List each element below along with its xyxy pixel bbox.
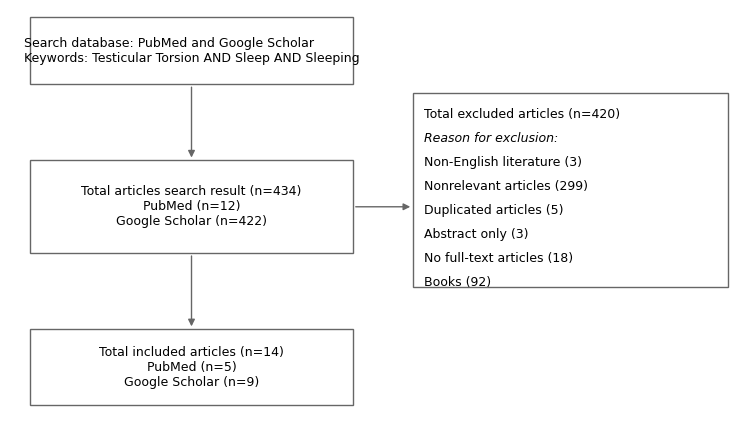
- Text: No full-text articles (18): No full-text articles (18): [424, 252, 574, 265]
- Text: Abstract only (3): Abstract only (3): [424, 228, 529, 241]
- Text: Nonrelevant articles (299): Nonrelevant articles (299): [424, 180, 588, 193]
- Text: Total articles search result (n=434)
PubMed (n=12)
Google Scholar (n=422): Total articles search result (n=434) Pub…: [81, 185, 302, 228]
- Text: Search database: PubMed and Google Scholar
Keywords: Testicular Torsion AND Slee: Search database: PubMed and Google Schol…: [24, 37, 359, 65]
- FancyBboxPatch shape: [413, 93, 728, 287]
- FancyBboxPatch shape: [30, 329, 353, 405]
- Text: Non-English literature (3): Non-English literature (3): [424, 156, 582, 169]
- FancyBboxPatch shape: [30, 17, 353, 84]
- Text: Duplicated articles (5): Duplicated articles (5): [424, 204, 564, 217]
- Text: Total included articles (n=14)
PubMed (n=5)
Google Scholar (n=9): Total included articles (n=14) PubMed (n…: [99, 346, 284, 389]
- Text: Total excluded articles (n=420): Total excluded articles (n=420): [424, 108, 620, 121]
- Text: Reason for exclusion:: Reason for exclusion:: [424, 132, 559, 145]
- FancyBboxPatch shape: [30, 160, 353, 253]
- Text: Books (92): Books (92): [424, 276, 491, 289]
